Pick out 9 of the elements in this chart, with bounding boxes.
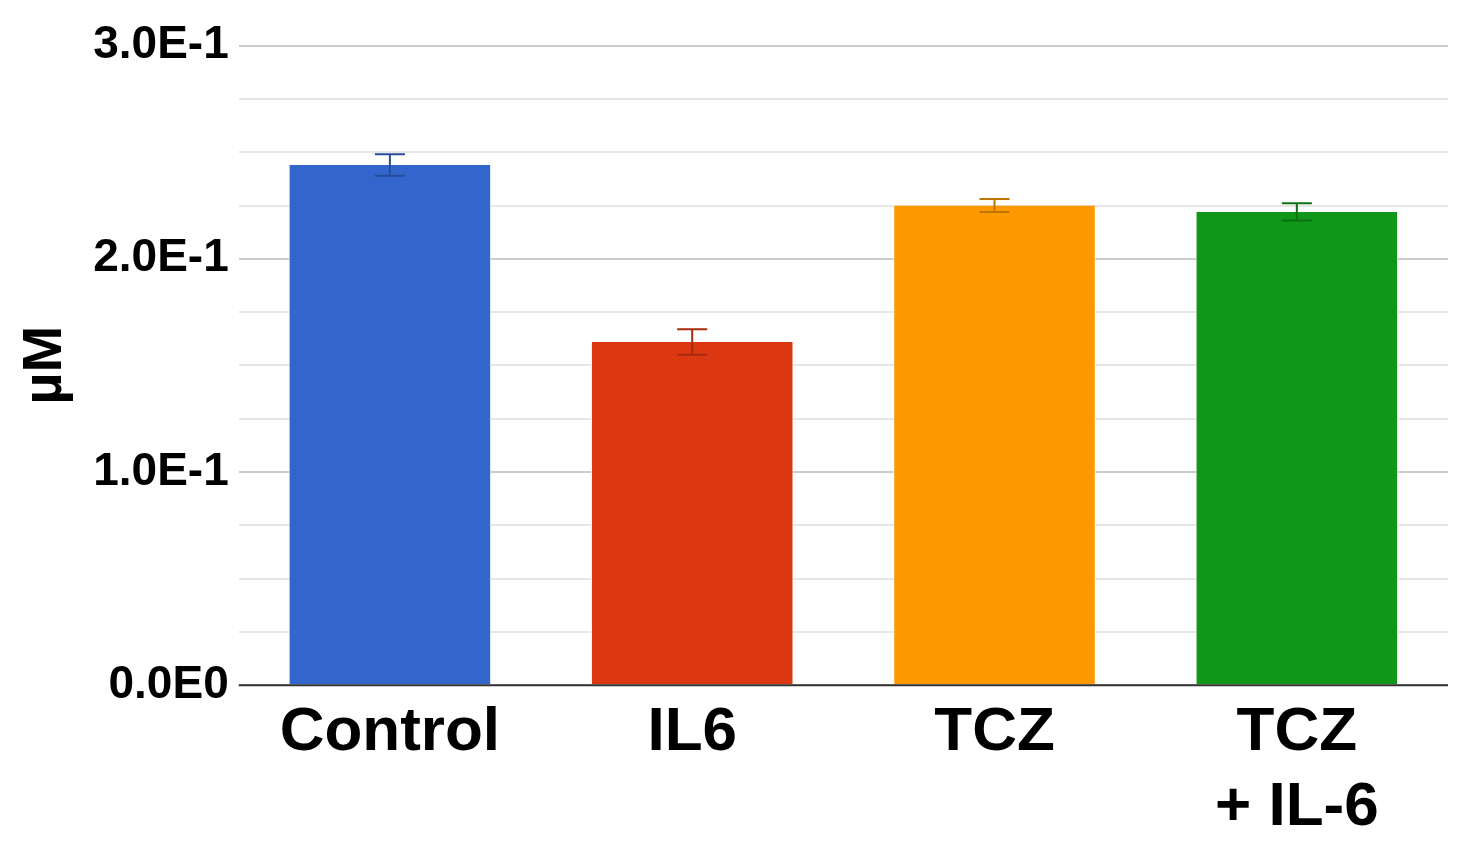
x-tick-label: IL6 xyxy=(647,694,737,764)
x-tick-label: Control xyxy=(279,694,501,764)
y-axis-title: µM xyxy=(10,325,74,405)
y-tick-label: 1.0E-1 xyxy=(93,442,229,495)
y-tick-label: 2.0E-1 xyxy=(93,229,229,282)
y-tick-label: 0.0E0 xyxy=(108,655,229,708)
x-tick-label: TCZ + IL-6 xyxy=(1215,694,1379,838)
y-tick-label: 3.0E-1 xyxy=(93,16,229,69)
x-tick-label: TCZ xyxy=(934,694,1055,764)
